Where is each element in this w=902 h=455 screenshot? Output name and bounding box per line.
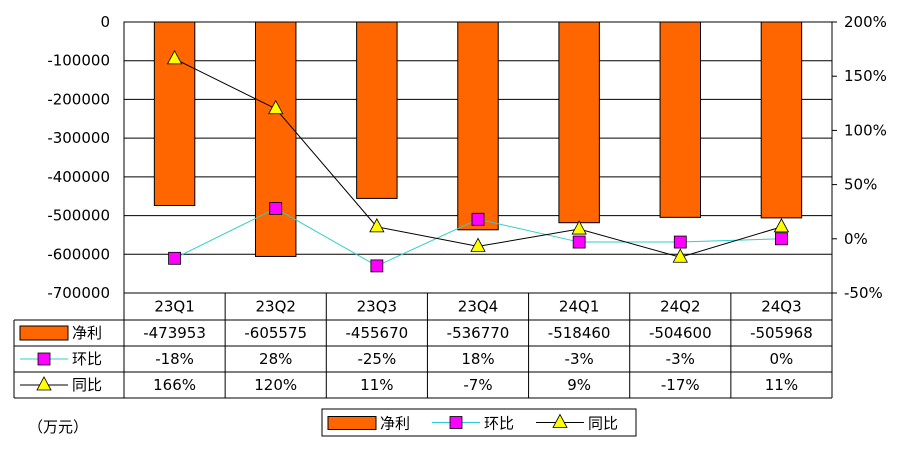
category-label: 23Q4 [458, 298, 498, 316]
bar [659, 21, 702, 218]
data-label: 11% [765, 376, 798, 394]
lines [166, 50, 790, 273]
data-label: 120% [254, 376, 297, 394]
legend-label: 同比 [588, 415, 618, 433]
row-key-bar [19, 325, 69, 341]
y-left-tick-label: -200000 [47, 90, 110, 108]
bar [254, 21, 297, 257]
data-label: 166% [153, 376, 196, 394]
y-right-tick-label: 50% [844, 176, 877, 194]
bars [153, 21, 803, 257]
y-right-tick-label: -50% [844, 284, 883, 302]
marker-square [269, 202, 283, 215]
bar [356, 21, 398, 199]
legend: 净利 环比 同比 [321, 408, 637, 437]
y-left-tick-label: -600000 [47, 245, 110, 263]
y-right-tick-label: 200% [844, 13, 887, 31]
bar [558, 21, 600, 224]
row-key-marker [37, 352, 51, 366]
marker-triangle [268, 99, 284, 115]
data-label: -3% [565, 350, 594, 368]
legend-label: 环比 [484, 415, 514, 433]
data-label: -18% [155, 350, 194, 368]
y-left-tick-label: -300000 [47, 129, 110, 147]
marker-square [775, 232, 788, 246]
category-label: 24Q1 [559, 298, 599, 316]
marker-square [370, 259, 384, 273]
bar [153, 21, 196, 206]
marker-triangle [571, 220, 587, 235]
y-right-tick-label: 150% [844, 67, 887, 85]
row-series-name: 净利 [72, 324, 102, 342]
data-label: -504600 [649, 324, 712, 342]
data-label: 0% [770, 350, 794, 368]
data-label: -455670 [346, 324, 409, 342]
left-axis: 0 -100000 -200000 -300000 -400000 -500000 -600… [47, 13, 110, 302]
y-left-tick-label: -400000 [47, 168, 110, 186]
category-label: 23Q3 [357, 298, 397, 316]
data-label: -505968 [750, 324, 813, 342]
row-key-marker [36, 376, 52, 391]
category-label: 23Q2 [255, 298, 295, 316]
row-series-name: 环比 [72, 350, 102, 368]
row-series-name: 同比 [72, 376, 102, 394]
right-axis: 200% 150% 100% 50% 0% -50% [832, 13, 887, 302]
data-label: 18% [461, 350, 494, 368]
y-left-tick-label: -500000 [47, 207, 110, 225]
marker-triangle [369, 218, 385, 233]
data-label: -17% [661, 376, 700, 394]
data-label: -536770 [447, 324, 510, 342]
y-left-tick-label: 0 [100, 13, 110, 31]
data-label: 11% [360, 376, 393, 394]
y-right-tick-label: 100% [844, 121, 887, 139]
marker-square [673, 235, 687, 249]
data-label: -3% [666, 350, 695, 368]
marker-triangle [470, 237, 486, 252]
bar [760, 21, 803, 219]
category-label: 24Q2 [660, 298, 700, 316]
legend-label: 净利 [380, 415, 410, 433]
marker-square [168, 251, 181, 265]
unit-label: （万元） [28, 418, 88, 436]
marker-triangle [672, 248, 688, 263]
y-left-tick-label: -700000 [47, 284, 110, 302]
category-label: 24Q3 [761, 298, 801, 316]
data-label: 9% [567, 376, 591, 394]
data-label: -518460 [548, 324, 611, 342]
bar [457, 21, 499, 231]
category-label: 23Q1 [154, 298, 194, 316]
y-right-tick-label: 0% [844, 230, 868, 248]
marker-triangle [773, 218, 790, 233]
data-label: -25% [357, 350, 396, 368]
marker-square [572, 235, 586, 249]
legend-key-marker [552, 413, 568, 428]
data-label: -7% [463, 376, 492, 394]
data-label: -605575 [244, 324, 307, 342]
data-label: 28% [259, 350, 292, 368]
y-left-tick-label: -100000 [47, 52, 110, 70]
data-table: 23Q1 23Q2 23Q3 23Q4 24Q1 24Q2 24Q3 净利 -473953 -60… [13, 292, 833, 399]
marker-triangle [166, 50, 183, 65]
data-label: -473953 [143, 324, 206, 342]
legend-key-bar [327, 416, 377, 430]
marker-square [471, 212, 485, 226]
legend-key-marker [449, 416, 463, 429]
